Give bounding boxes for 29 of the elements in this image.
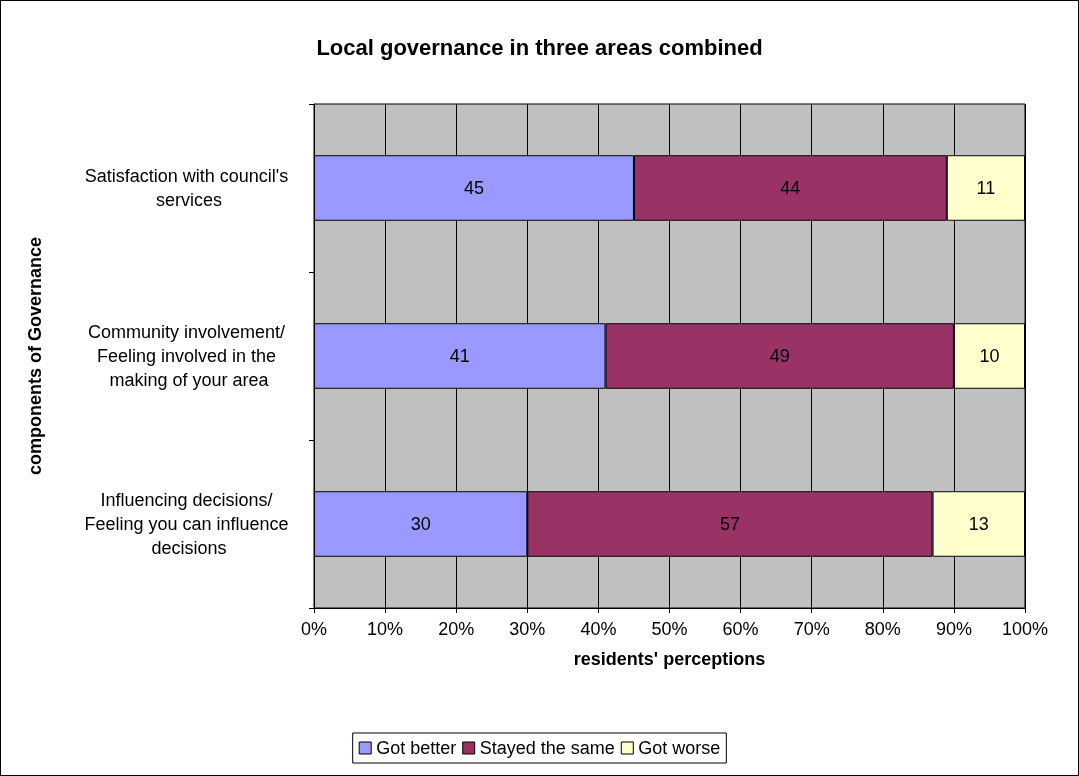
legend-label: Stayed the same <box>479 738 615 758</box>
y-tick-label: Influencing decisions/ Feeling you can influence decisions <box>84 490 294 558</box>
x-tick-label: 10% <box>367 619 404 639</box>
data-label: 44 <box>780 178 801 198</box>
data-label: 30 <box>410 514 431 534</box>
data-label: 41 <box>449 346 470 366</box>
y-tick-label: Satisfaction with council's services <box>84 166 294 210</box>
data-label: 45 <box>463 178 484 198</box>
x-tick-label: 60% <box>722 619 759 639</box>
data-label: 13 <box>968 514 989 534</box>
x-tick-label: 70% <box>793 619 830 639</box>
x-tick-label: 50% <box>651 619 688 639</box>
data-label: 10 <box>979 346 1000 366</box>
chart-title: Local governance in three areas combined <box>316 34 763 60</box>
data-label: 49 <box>769 346 790 366</box>
x-tick-label: 90% <box>935 619 972 639</box>
x-tick-label: 0% <box>300 619 328 639</box>
x-axis-title: residents' perceptions <box>573 649 766 669</box>
legend-label: Got better <box>376 738 457 758</box>
y-tick-label: Community involvement/ Feeling involved in the making of your area <box>87 322 291 390</box>
x-tick-label: 100% <box>1001 619 1049 639</box>
data-label: 57 <box>719 514 740 534</box>
x-tick-label: 30% <box>509 619 546 639</box>
x-tick-label: 40% <box>580 619 617 639</box>
x-tick-label: 80% <box>864 619 901 639</box>
legend-label: Got worse <box>638 738 721 758</box>
x-tick-label: 20% <box>438 619 475 639</box>
y-axis-title: components of Governance <box>25 236 45 476</box>
data-label: 11 <box>976 178 996 198</box>
